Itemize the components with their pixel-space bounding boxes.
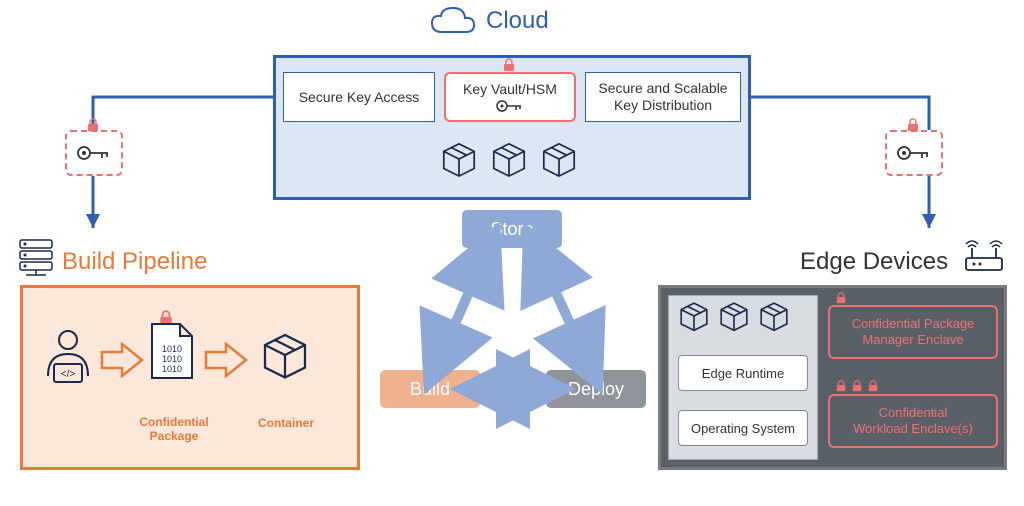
server-icon bbox=[18, 238, 54, 278]
cwe-enclave-label: Confidential Workload Enclave(s) bbox=[853, 405, 973, 436]
cpm-enclave-label: Confidential Package Manager Enclave bbox=[852, 316, 975, 347]
svg-text:1010: 1010 bbox=[162, 354, 182, 364]
lock-icon bbox=[835, 292, 847, 304]
build-pipeline-title: Build Pipeline bbox=[62, 248, 207, 276]
router-icon bbox=[962, 236, 1006, 276]
edge-packages bbox=[678, 300, 790, 332]
edge-runtime-box: Edge Runtime bbox=[678, 355, 808, 391]
box-icon bbox=[718, 300, 750, 332]
file-icon: 1010 1010 1010 bbox=[148, 322, 196, 382]
lock-row bbox=[835, 380, 879, 392]
edge-runtime-label: Edge Runtime bbox=[702, 366, 784, 381]
arrow-icon bbox=[204, 342, 248, 378]
svg-text:1010: 1010 bbox=[162, 364, 182, 374]
svg-text:1010: 1010 bbox=[162, 344, 182, 354]
conf-package-label: Confidential Package bbox=[130, 416, 218, 444]
cwe-enclave-box: Confidential Workload Enclave(s) bbox=[828, 394, 998, 448]
container-label: Container bbox=[248, 416, 324, 430]
lock-icon bbox=[867, 380, 879, 392]
arrow-icon bbox=[100, 342, 144, 378]
box-icon bbox=[678, 300, 710, 332]
edge-os-label: Operating System bbox=[691, 421, 795, 436]
developer-icon: </> bbox=[40, 328, 96, 384]
box-icon bbox=[758, 300, 790, 332]
box-icon bbox=[260, 330, 310, 380]
edge-os-box: Operating System bbox=[678, 410, 808, 446]
svg-text:</>: </> bbox=[61, 369, 76, 380]
lock-icon bbox=[835, 380, 847, 392]
lock-icon bbox=[851, 380, 863, 392]
cpm-enclave-box: Confidential Package Manager Enclave bbox=[828, 305, 998, 359]
edge-devices-title: Edge Devices bbox=[800, 248, 948, 276]
